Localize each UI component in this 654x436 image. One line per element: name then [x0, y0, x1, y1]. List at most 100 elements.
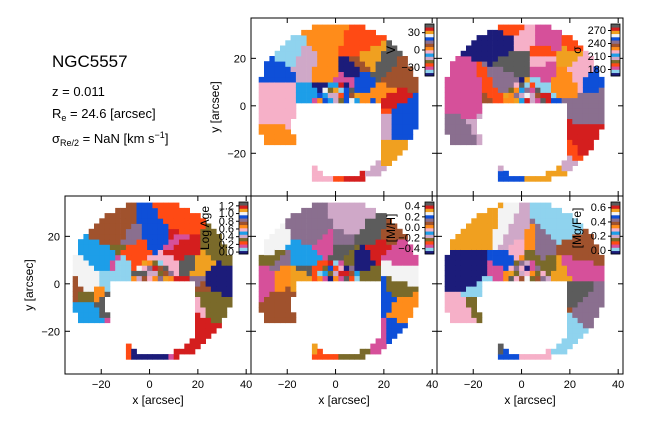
- bin-cell: [381, 270, 387, 277]
- bin-cell: [460, 123, 467, 130]
- bin-cell: [381, 322, 387, 329]
- bin-cell: [195, 218, 201, 224]
- bin-cell: [365, 56, 371, 62]
- x-tick-label: −20: [278, 379, 297, 391]
- bin-cell: [306, 260, 313, 266]
- bin-cell: [497, 223, 504, 230]
- bin-cell: [561, 249, 568, 256]
- bin-cell: [189, 275, 196, 282]
- bin-cell: [189, 234, 196, 240]
- bin-cell: [577, 113, 584, 119]
- bin-cell: [94, 317, 100, 324]
- bin-cell: [285, 129, 291, 135]
- bin-cell: [402, 139, 408, 146]
- bin-cell: [290, 35, 297, 41]
- bin-cell: [195, 213, 201, 219]
- bin-cell: [221, 249, 228, 256]
- bin-cell: [274, 118, 281, 125]
- bin-cell: [179, 234, 185, 240]
- bin-cell: [391, 45, 398, 52]
- colorbar-swatch: [611, 30, 620, 35]
- bin-cell: [551, 265, 557, 271]
- bin-cell: [349, 244, 355, 250]
- bin-cell: [94, 239, 100, 245]
- bin-cell: [120, 213, 127, 219]
- bin-cell: [322, 97, 329, 104]
- bin-cell: [365, 228, 371, 235]
- bin-cell: [295, 61, 302, 67]
- bin-cell: [513, 223, 520, 230]
- bin-cell: [131, 234, 137, 240]
- bin-cell: [189, 270, 196, 277]
- bin-cell: [168, 244, 175, 250]
- bin-cell: [290, 66, 297, 72]
- colorbar-swatch: [425, 228, 434, 232]
- bin-cell: [88, 265, 95, 271]
- bin-cell: [264, 139, 270, 146]
- bin-cell: [391, 97, 398, 104]
- bin-cell: [168, 228, 175, 235]
- colorbar-swatch: [425, 250, 434, 255]
- bin-cell: [120, 228, 127, 235]
- bin-cell: [540, 223, 547, 230]
- bin-cell: [386, 113, 392, 119]
- bin-cell: [88, 234, 95, 240]
- bin-cell: [497, 71, 504, 78]
- bin-cell: [572, 97, 578, 104]
- bin-cell: [535, 265, 541, 271]
- bin-cell: [535, 61, 541, 67]
- bin-cell: [333, 270, 339, 277]
- colorbar-swatch: [425, 205, 434, 209]
- bin-cell: [370, 66, 376, 72]
- bin-cell: [402, 244, 408, 250]
- bin-cell: [290, 228, 297, 235]
- bin-cell: [386, 223, 392, 230]
- bin-cell: [572, 270, 578, 277]
- bin-cell: [572, 82, 578, 88]
- bin-cell: [545, 270, 552, 277]
- bin-cell: [567, 228, 573, 235]
- bin-cell: [598, 123, 605, 130]
- bin-cell: [492, 270, 499, 277]
- bin-cell: [386, 160, 392, 166]
- bin-cell: [269, 244, 276, 250]
- bin-cell: [508, 71, 515, 78]
- bin-cell: [567, 129, 573, 135]
- bin-cell: [274, 113, 281, 119]
- bin-cell: [274, 249, 281, 256]
- bin-cell: [152, 354, 159, 360]
- colorbar-swatch: [611, 221, 620, 226]
- bin-cell: [460, 50, 467, 57]
- bin-cell: [189, 244, 196, 250]
- bin-cell: [481, 35, 488, 41]
- bin-cell: [567, 160, 573, 166]
- bin-cell: [311, 176, 318, 182]
- bin-cell: [216, 296, 222, 303]
- bin-cell: [327, 270, 334, 277]
- bin-cell: [466, 270, 472, 277]
- bin-cell: [274, 108, 281, 114]
- bin-cell: [349, 254, 355, 261]
- bin-cell: [471, 40, 477, 46]
- bin-cell: [455, 301, 462, 308]
- bin-cell: [327, 76, 334, 83]
- bin-cell: [349, 82, 355, 88]
- re-prefix: R: [52, 106, 62, 121]
- bin-cell: [588, 129, 594, 135]
- bin-cell: [274, 134, 281, 140]
- bin-cell: [386, 286, 392, 292]
- bin-cell: [545, 66, 552, 72]
- bin-cell: [295, 97, 302, 104]
- bin-cell: [200, 239, 206, 245]
- bin-cell: [195, 244, 201, 250]
- bin-cell: [221, 307, 228, 313]
- bin-cell: [582, 103, 589, 109]
- bin-cell: [322, 239, 329, 245]
- bin-cell: [258, 307, 265, 313]
- bin-cell: [195, 291, 201, 297]
- bin-cell: [72, 275, 79, 282]
- bin-cell: [519, 234, 525, 240]
- bin-cell: [88, 249, 95, 256]
- bin-cell: [99, 223, 105, 230]
- bin-cell: [556, 87, 562, 93]
